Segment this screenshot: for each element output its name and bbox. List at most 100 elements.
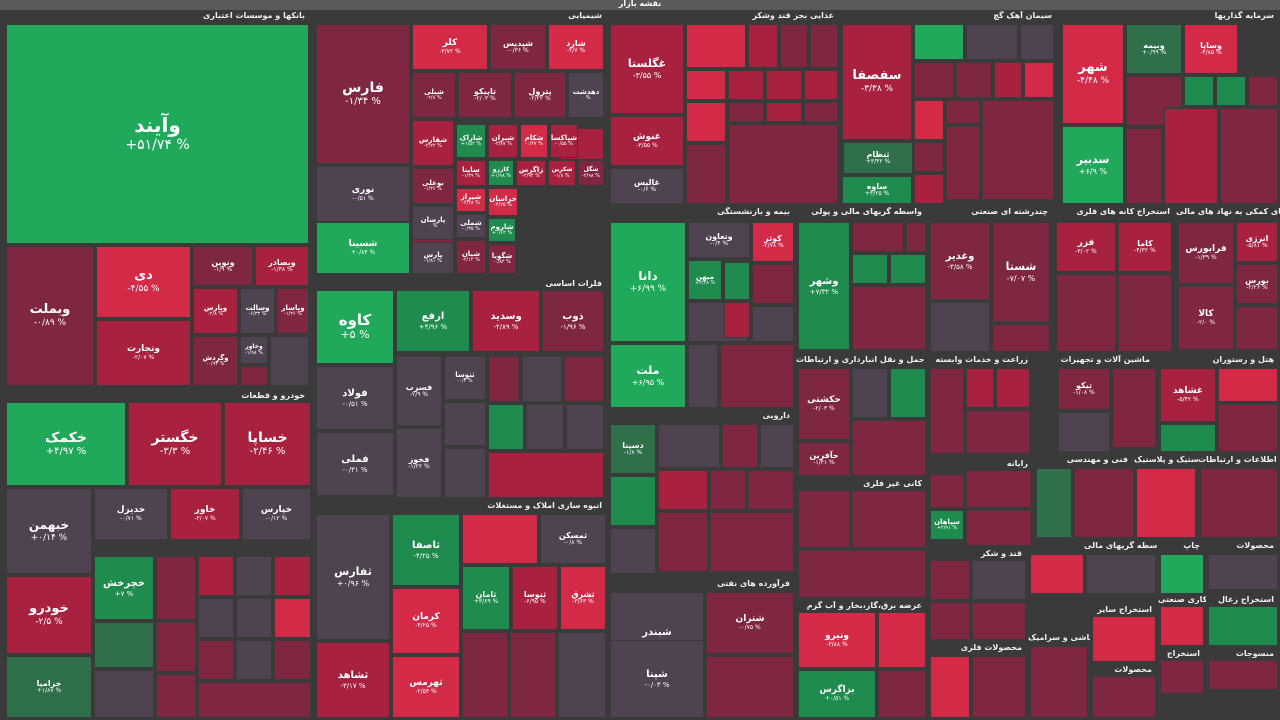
symbol-tile[interactable] xyxy=(914,62,954,98)
symbol-tile[interactable] xyxy=(804,102,838,122)
symbol-tile[interactable] xyxy=(686,144,726,204)
symbol-tile[interactable] xyxy=(972,560,1026,600)
symbol-tile-vgardesh[interactable]: وگردش -۰/۹۳ % xyxy=(193,336,238,386)
symbol-tile[interactable] xyxy=(852,420,926,476)
symbol-tile-vshomar[interactable]: وشهر +۷/۳۲ % xyxy=(798,222,850,350)
symbol-tile-kariz[interactable]: کارزو +۱/۹۸ % xyxy=(488,160,514,186)
symbol-tile-sfaha[interactable]: سفصفا -۳/۳۸ % xyxy=(842,24,912,140)
symbol-tile-shekrin[interactable]: شکرین -۱/۸ % xyxy=(548,160,576,186)
symbol-tile[interactable] xyxy=(198,598,234,638)
symbol-tile-tanomah[interactable]: ثنوسا -۶/۹۵ % xyxy=(512,566,558,630)
symbol-tile-tanzat[interactable]: ثنظام +۳/۴۲ % xyxy=(843,142,913,174)
symbol-tile-shtran[interactable]: شتران -۰/۷۵ % xyxy=(706,592,794,654)
symbol-tile-tasfaham[interactable]: ثاصفا -۴/۲۵ % xyxy=(392,514,460,586)
symbol-tile[interactable] xyxy=(966,410,1030,454)
symbol-tile[interactable] xyxy=(780,24,808,68)
symbol-tile[interactable] xyxy=(564,356,604,402)
symbol-tile[interactable] xyxy=(1058,412,1110,452)
symbol-tile-tapiko[interactable]: تاپیکو -۲/۰۳ % xyxy=(458,72,512,118)
symbol-tile[interactable] xyxy=(706,656,794,718)
symbol-tile-vparas[interactable]: وپارس -۲/۸ % xyxy=(193,288,238,334)
symbol-tile[interactable] xyxy=(852,286,926,350)
symbol-tile[interactable] xyxy=(240,366,268,386)
symbol-tile[interactable] xyxy=(1218,368,1278,402)
symbol-tile-vtaavon[interactable]: وتعاون -۰/۴ % xyxy=(688,222,750,258)
symbol-tile-mihan[interactable]: میهن +۲/۲۸ % xyxy=(688,260,722,300)
symbol-tile[interactable] xyxy=(972,602,1026,640)
symbol-tile-bouali[interactable]: بوعلی -۱/۳۶ % xyxy=(412,168,454,204)
symbol-tile-bors[interactable]: بورس -۲/۲۶ % xyxy=(1236,264,1278,304)
symbol-tile[interactable] xyxy=(748,470,794,510)
symbol-tile-kama[interactable]: کاما -۴/۳۲ % xyxy=(1118,222,1172,272)
symbol-tile[interactable] xyxy=(878,670,926,718)
symbol-tile[interactable] xyxy=(1160,606,1204,646)
symbol-tile-khorasan[interactable]: خراسان -۴/۲۵ % xyxy=(488,188,518,216)
symbol-tile[interactable] xyxy=(946,126,980,200)
symbol-tile[interactable] xyxy=(930,560,970,600)
symbol-tile[interactable] xyxy=(1184,76,1214,106)
symbol-tile[interactable] xyxy=(914,142,944,172)
symbol-tile[interactable] xyxy=(994,62,1022,98)
symbol-tile[interactable] xyxy=(760,424,794,468)
symbol-tile[interactable] xyxy=(510,632,556,718)
symbol-tile[interactable] xyxy=(890,254,926,284)
symbol-tile[interactable] xyxy=(156,622,196,672)
symbol-tile-danaa[interactable]: دانا +۶/۹۹ % xyxy=(610,222,686,342)
symbol-tile[interactable] xyxy=(956,62,992,98)
symbol-tile-vnovin[interactable]: ونوین -۱/۹ % xyxy=(193,246,253,286)
symbol-tile[interactable] xyxy=(686,24,746,68)
symbol-tile[interactable] xyxy=(1074,468,1134,538)
symbol-tile[interactable] xyxy=(752,264,794,304)
symbol-tile[interactable] xyxy=(198,556,234,596)
symbol-tile-shsina[interactable]: شسینا +۰/۸۴ % xyxy=(316,222,410,274)
symbol-tile-femli[interactable]: فملی -۰/۳۱ % xyxy=(316,432,394,496)
symbol-tile-tanalar[interactable]: ثنوسا -۰/۴ % xyxy=(444,356,486,400)
symbol-tile-vkhavar[interactable]: وخاور -۱/۹۸ % xyxy=(240,336,268,364)
symbol-tile[interactable] xyxy=(198,640,234,680)
symbol-tile[interactable] xyxy=(444,448,486,498)
symbol-tile-noori[interactable]: نوری -۰/۵۱ % xyxy=(316,166,410,222)
symbol-tile[interactable] xyxy=(906,222,926,252)
symbol-tile[interactable] xyxy=(1208,554,1278,590)
symbol-tile[interactable] xyxy=(914,174,944,204)
symbol-tile[interactable] xyxy=(1208,660,1278,690)
symbol-tile[interactable] xyxy=(748,24,778,68)
symbol-tile[interactable] xyxy=(610,528,656,574)
symbol-tile[interactable] xyxy=(1020,24,1054,60)
symbol-tile[interactable] xyxy=(686,102,726,142)
symbol-tile-ghgolsta[interactable]: غگلستا -۳/۵۵ % xyxy=(610,24,684,114)
symbol-tile-sharom[interactable]: شاروم +۰/۶۲ % xyxy=(488,218,516,242)
symbol-tile-khbahman[interactable]: خبهمن +۰/۱۴ % xyxy=(6,488,92,574)
symbol-tile[interactable] xyxy=(914,100,944,140)
symbol-tile[interactable] xyxy=(852,254,888,284)
symbol-tile[interactable] xyxy=(686,70,726,100)
symbol-tile-sabiha[interactable]: ساینا -۱/۳۹ % xyxy=(456,160,486,186)
symbol-tile-vkosar[interactable]: کوثر -۲/۷۸ % xyxy=(752,222,794,262)
symbol-tile[interactable] xyxy=(720,344,794,408)
symbol-tile-zob[interactable]: ذوب -۱/۹۶ % xyxy=(542,290,604,352)
symbol-tile-vnikro[interactable]: ونیرو -۳/۸۸ % xyxy=(798,612,876,668)
symbol-tile-shamli[interactable]: شملی -۰/۳۵ % xyxy=(456,214,486,238)
symbol-tile-sharak[interactable]: شاراک +۱/۵۲ % xyxy=(456,124,486,158)
symbol-tile-shina[interactable]: شپنا -۰/۰۳ % xyxy=(610,640,704,718)
symbol-tile[interactable] xyxy=(156,674,196,718)
symbol-tile-shkapa[interactable]: شپاکسا -۰/۵۵ % xyxy=(550,124,578,158)
symbol-tile[interactable] xyxy=(558,632,606,718)
symbol-tile[interactable] xyxy=(658,470,708,510)
symbol-tile[interactable] xyxy=(1216,76,1246,106)
symbol-tile[interactable] xyxy=(966,510,1032,546)
symbol-tile-khekmak[interactable]: خکمک +۴/۹۷ % xyxy=(6,402,126,486)
symbol-tile-vbimeh[interactable]: وبیمه +۰/۹۹ % xyxy=(1126,24,1182,74)
symbol-tile[interactable] xyxy=(566,404,604,450)
symbol-tile[interactable] xyxy=(966,24,1018,60)
symbol-tile[interactable] xyxy=(852,490,926,548)
symbol-tile[interactable] xyxy=(1112,368,1156,448)
symbol-tile[interactable] xyxy=(1218,404,1278,452)
symbol-tile-fazar[interactable]: فزر -۳/۰۲ % xyxy=(1056,222,1116,272)
symbol-tile[interactable] xyxy=(462,514,538,564)
symbol-tile-ghshahd[interactable]: غشاهد -۵/۴۲ % xyxy=(1160,368,1216,422)
symbol-tile[interactable] xyxy=(810,24,838,68)
symbol-tile-tkhabar[interactable]: تیکو -۱/۰۸ % xyxy=(1058,368,1110,410)
symbol-tile[interactable] xyxy=(804,70,838,100)
symbol-tile[interactable] xyxy=(1092,616,1156,662)
